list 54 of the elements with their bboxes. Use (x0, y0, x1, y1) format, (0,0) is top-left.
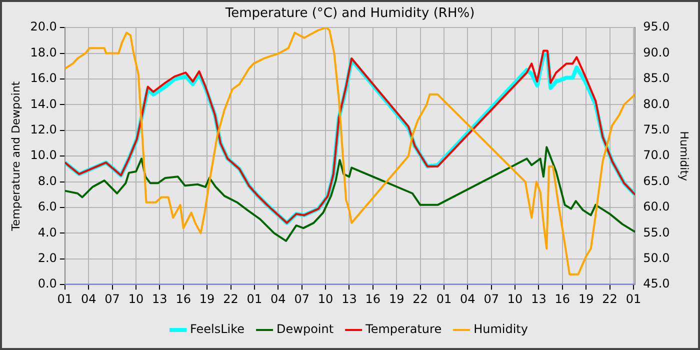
x-tick-label: 01 (436, 292, 452, 306)
y2-tick-label: 60.0 (643, 200, 670, 214)
legend-label: Humidity (474, 322, 528, 336)
x-tick-label: 10 (318, 292, 334, 306)
x-tick-label: 19 (578, 292, 594, 306)
y-tick-label: 4.0 (38, 225, 57, 240)
y2-tick-label: 45.0 (643, 276, 670, 291)
y2-tick-label: 80.0 (643, 96, 670, 111)
y2-tick-label: 50.0 (643, 251, 670, 266)
legend-label: Dewpoint (276, 322, 334, 336)
y-tick-label: 12.0 (30, 122, 57, 137)
y-tick-label: 20.0 (30, 20, 57, 34)
x-tick-label: 07 (484, 292, 499, 306)
y2-tick-label: 70.0 (643, 148, 670, 162)
x-tick-label: 13 (152, 292, 168, 306)
y2-tick-label: 90.0 (643, 45, 670, 60)
x-tick-label: 16 (365, 292, 381, 306)
x-tick-label: 04 (270, 292, 286, 306)
y-tick-label: 0.0 (38, 276, 57, 291)
x-tick-label: 16 (554, 292, 570, 306)
y-tick-label: 8.0 (38, 174, 57, 188)
y2-tick-label: 85.0 (643, 71, 670, 86)
y-tick-label: 16.0 (30, 71, 57, 86)
x-tick-label: 16 (176, 292, 192, 306)
y-tick-label: 6.0 (38, 200, 57, 214)
x-tick-label: 22 (412, 292, 428, 306)
y2-axis-title: Humidity (678, 131, 691, 182)
y-tick-label: 18.0 (30, 45, 57, 60)
y-axis-title: Temperature and Dewpoint (9, 80, 22, 232)
x-tick-label: 13 (342, 292, 357, 306)
x-tick-label: 07 (294, 292, 310, 306)
y2-tick-label: 75.0 (643, 122, 670, 137)
x-tick-label: 01 (246, 292, 262, 306)
y2-tick-label: 95.0 (643, 20, 670, 34)
x-tick-label: 10 (507, 292, 523, 306)
y-tick-label: 10.0 (30, 148, 57, 162)
y-tick-label: 14.0 (30, 96, 57, 111)
y2-tick-label: 55.0 (643, 225, 670, 240)
x-tick-label: 22 (223, 292, 238, 306)
x-tick-label: 19 (388, 292, 404, 306)
x-tick-label: 01 (626, 292, 642, 306)
y2-tick-label: 65.0 (643, 174, 670, 188)
x-tick-label: 07 (104, 292, 120, 306)
chart-title: Temperature (°C) and Humidity (RH%) (224, 6, 475, 22)
x-tick-label: 04 (80, 292, 96, 306)
legend-label: Temperature (364, 322, 442, 336)
x-tick-label: 22 (602, 292, 618, 306)
x-tick-label: 19 (199, 292, 215, 306)
x-tick-label: 10 (128, 292, 144, 306)
x-tick-label: 04 (460, 292, 476, 306)
x-tick-label: 13 (531, 292, 546, 306)
x-tick-label: 01 (57, 292, 73, 306)
legend-label: FeelsLike (190, 322, 245, 336)
y-tick-label: 2.0 (38, 251, 57, 266)
